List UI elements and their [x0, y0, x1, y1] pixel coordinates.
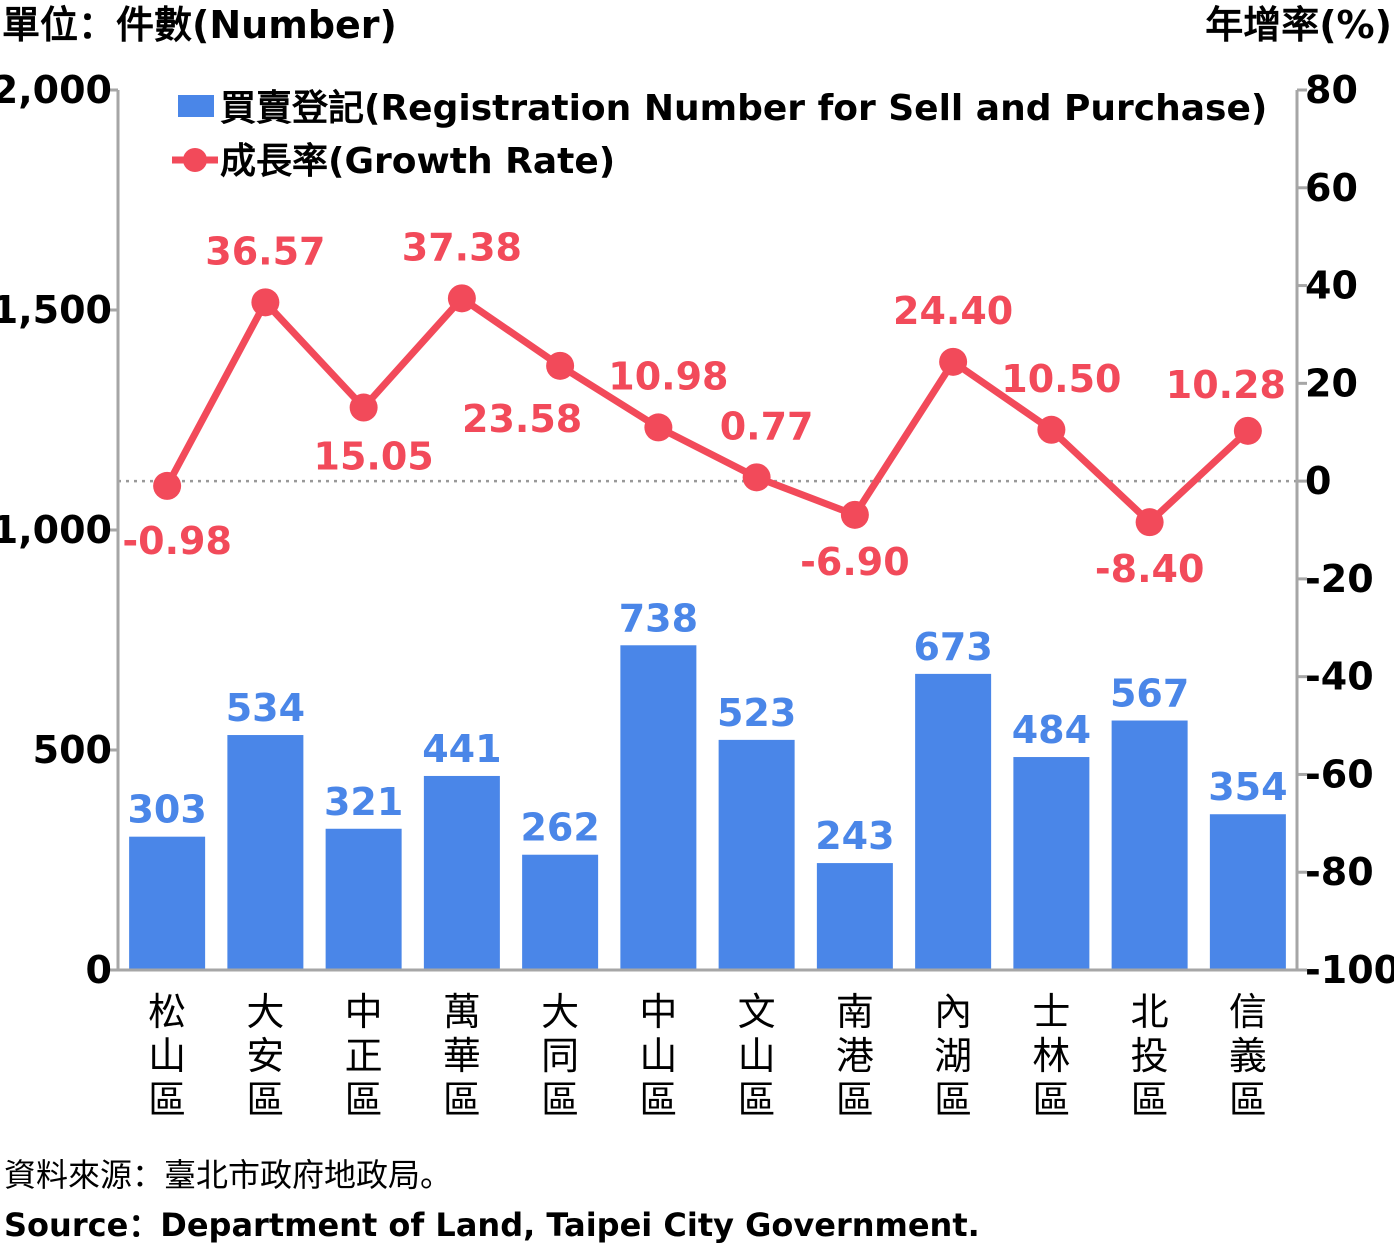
legend: 買賣登記(Registration Number for Sell and Pu… — [172, 88, 1267, 182]
bar — [423, 775, 500, 970]
bar — [522, 854, 599, 970]
category-label: 大安區 — [246, 990, 284, 1122]
bar — [1209, 814, 1286, 970]
source-english: Source：Department of Land, Taipei City G… — [4, 1206, 980, 1244]
bar — [915, 673, 992, 970]
growth-rate-label: -0.98 — [122, 519, 232, 563]
right-tick-label: -60 — [1305, 752, 1374, 796]
right-tick-label: 20 — [1305, 361, 1358, 405]
bar-value-label: 262 — [520, 806, 599, 850]
growth-rate-point — [546, 351, 575, 380]
growth-rate-label: 15.05 — [314, 435, 434, 479]
bar-value-label: 567 — [1110, 672, 1189, 716]
category-label: 北投區 — [1131, 990, 1169, 1122]
growth-rate-point — [1135, 508, 1164, 537]
bar — [1013, 757, 1090, 970]
bar-value-label: 534 — [226, 686, 305, 730]
growth-rate-point — [742, 463, 771, 492]
legend-line-label: 成長率(Growth Rate) — [220, 141, 615, 182]
growth-rate-point — [349, 393, 378, 422]
left-tick-label: 0 — [86, 948, 112, 992]
left-tick-label: 1,000 — [0, 508, 112, 552]
bar — [816, 863, 893, 970]
bar-value-label: 321 — [324, 780, 403, 824]
growth-rate-point — [840, 500, 869, 529]
category-label: 南港區 — [836, 990, 874, 1122]
growth-rate-label: 36.57 — [205, 229, 325, 273]
bar — [129, 836, 206, 970]
bar-value-label: 673 — [913, 625, 992, 669]
chart: 單位：件數(Number) 年增率(%) 0 500 1,000 1,500 2,000… — [0, 3, 1394, 1122]
bar-value-label: 303 — [127, 788, 206, 832]
category-label: 萬華區 — [443, 990, 481, 1122]
growth-rate-point — [1233, 416, 1262, 445]
category-label: 內湖區 — [934, 990, 972, 1122]
bar-value-label: 738 — [619, 596, 698, 640]
category-label: 大同區 — [541, 990, 579, 1122]
right-axis-unit: 年增率(%) — [1205, 3, 1392, 47]
right-tick-label: -100 — [1305, 948, 1394, 992]
bar-value-label: 484 — [1012, 708, 1091, 752]
growth-rate-label: -6.90 — [800, 540, 910, 584]
source-chinese: 資料來源：臺北市政府地政局。 — [4, 1156, 453, 1194]
growth-rate-point — [1037, 415, 1066, 444]
growth-rate-point — [644, 413, 673, 442]
growth-rate-point — [153, 471, 182, 500]
right-tick-label: -80 — [1305, 850, 1374, 894]
left-tick-label: 1,500 — [0, 288, 112, 332]
right-tick-label: -20 — [1305, 557, 1374, 601]
bar — [1111, 720, 1188, 970]
bar-value-label: 523 — [717, 691, 796, 735]
right-tick-label: 40 — [1305, 264, 1358, 308]
growth-rate-label: 37.38 — [402, 225, 522, 269]
category-label: 信義區 — [1229, 990, 1267, 1122]
bar — [325, 828, 402, 970]
growth-rate-point — [447, 284, 476, 313]
right-tick-label: 60 — [1305, 166, 1358, 210]
bar-value-label: 354 — [1208, 765, 1287, 809]
bar-value-label: 441 — [422, 727, 501, 771]
legend-line-marker — [183, 148, 207, 172]
category-label: 松山區 — [148, 990, 186, 1122]
growth-rate-label: 10.28 — [1166, 363, 1286, 407]
growth-rate-point — [939, 347, 968, 376]
growth-rate-point — [251, 288, 280, 317]
right-tick-label: -40 — [1305, 655, 1374, 699]
bar — [227, 735, 304, 970]
right-tick-label: 0 — [1305, 459, 1331, 503]
category-label: 中正區 — [345, 990, 383, 1122]
bar — [718, 739, 795, 970]
left-axis-unit: 單位：件數(Number) — [2, 3, 397, 47]
growth-rate-label: -8.40 — [1095, 547, 1205, 591]
category-label: 中山區 — [639, 990, 677, 1122]
growth-rate-label: 0.77 — [720, 404, 814, 448]
left-tick-label: 500 — [33, 728, 112, 772]
left-tick-label: 2,000 — [0, 68, 112, 112]
growth-rate-label: 10.98 — [608, 354, 728, 398]
right-tick-label: 80 — [1305, 68, 1358, 112]
growth-rate-label: 24.40 — [893, 289, 1013, 333]
legend-bar-swatch — [178, 95, 214, 117]
bar — [620, 645, 697, 970]
legend-bar-label: 買賣登記(Registration Number for Sell and Pu… — [220, 88, 1267, 129]
category-label: 文山區 — [738, 990, 776, 1122]
growth-rate-label: 10.50 — [1001, 357, 1121, 401]
category-label: 士林區 — [1032, 990, 1070, 1122]
growth-rate-line — [164, 294, 1251, 526]
bar-value-label: 243 — [815, 814, 894, 858]
growth-rate-label: 23.58 — [462, 397, 582, 441]
